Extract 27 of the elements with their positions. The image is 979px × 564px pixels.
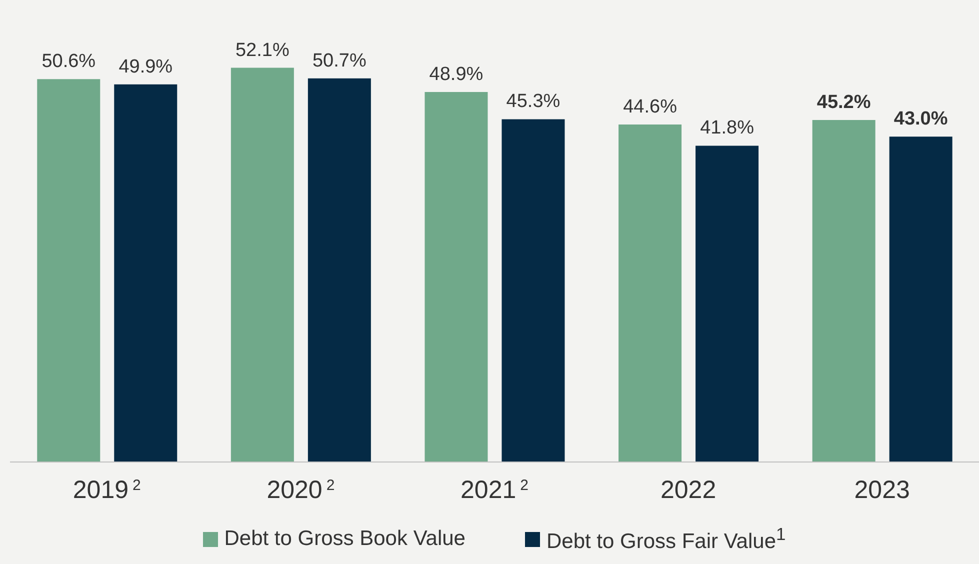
data-label: 48.9% bbox=[429, 64, 484, 85]
bar bbox=[889, 136, 952, 462]
x-tick-label: 2021$^{2}$ bbox=[460, 476, 528, 504]
data-label: 43.0% bbox=[894, 108, 948, 130]
data-label: 45.2% bbox=[816, 92, 871, 113]
bar bbox=[230, 68, 294, 462]
legend-label: Debt to Gross Book Value bbox=[224, 527, 466, 551]
bar bbox=[308, 78, 371, 462]
data-label: 50.6% bbox=[42, 51, 96, 72]
bar bbox=[424, 92, 488, 462]
legend-label: Debt to Gross Fair Value$^{1}$ bbox=[546, 524, 786, 554]
data-label: 52.1% bbox=[235, 40, 290, 61]
bar bbox=[114, 84, 178, 462]
bar bbox=[37, 79, 100, 462]
x-tick-label: 2020$^{2}$ bbox=[266, 476, 335, 504]
data-label: 41.8% bbox=[700, 118, 754, 139]
data-label: 49.9% bbox=[118, 56, 173, 78]
bar bbox=[812, 120, 876, 462]
data-label: 45.3% bbox=[506, 91, 560, 112]
data-label: 44.6% bbox=[623, 96, 678, 118]
bar bbox=[696, 146, 759, 462]
x-tick-label: 2023 bbox=[854, 476, 910, 504]
bar bbox=[502, 119, 565, 462]
data-label: 50.7% bbox=[312, 50, 366, 72]
bar bbox=[618, 124, 682, 462]
x-tick-label: 2019$^{2}$ bbox=[72, 476, 141, 504]
x-tick-label: 2022 bbox=[660, 476, 716, 504]
